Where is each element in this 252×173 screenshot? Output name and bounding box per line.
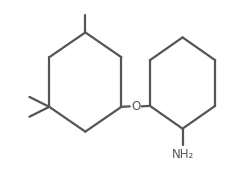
- Text: O: O: [131, 100, 140, 113]
- Text: NH₂: NH₂: [171, 148, 193, 161]
